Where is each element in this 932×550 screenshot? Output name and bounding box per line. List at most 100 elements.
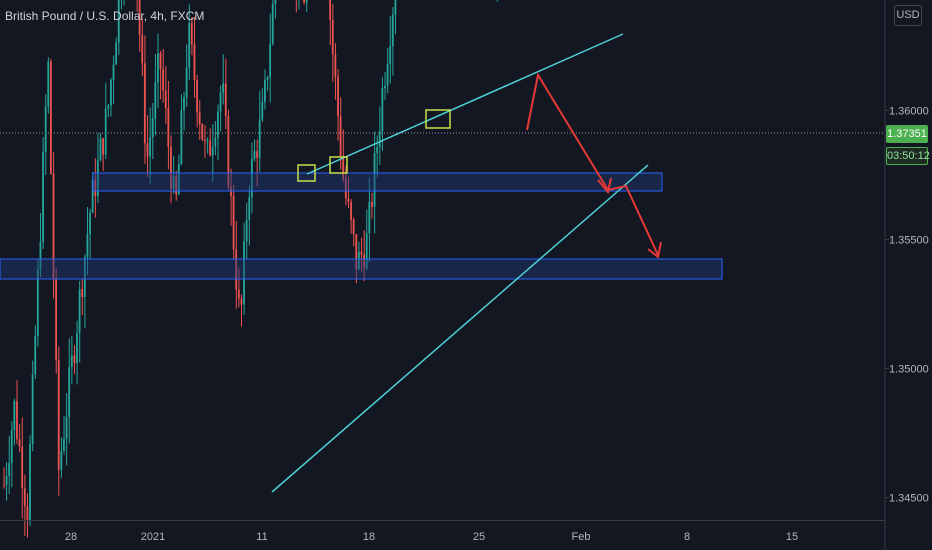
candle-body bbox=[384, 85, 386, 88]
price-tick-label: 1.35500 bbox=[889, 235, 929, 247]
candle-body bbox=[219, 92, 222, 112]
price-tick-label: 1.35000 bbox=[889, 364, 929, 376]
candle-body bbox=[112, 64, 115, 80]
candle-body bbox=[175, 176, 178, 195]
candle-body bbox=[258, 119, 261, 158]
candle-body bbox=[214, 137, 217, 147]
candle-body bbox=[34, 335, 37, 375]
candle-body bbox=[36, 269, 39, 336]
candle-body bbox=[57, 360, 60, 470]
candle-body bbox=[253, 151, 256, 159]
candle-body bbox=[334, 54, 337, 77]
candle-body bbox=[237, 289, 240, 299]
candle-body bbox=[52, 173, 55, 279]
candle-body bbox=[363, 254, 365, 268]
candle-body bbox=[8, 463, 11, 476]
candle-body bbox=[209, 140, 211, 156]
candle-body bbox=[386, 64, 389, 86]
candle-body bbox=[250, 158, 253, 198]
candle-body bbox=[42, 151, 44, 242]
candle-body bbox=[99, 138, 102, 161]
candle-body bbox=[26, 506, 29, 521]
candle-body bbox=[331, 19, 334, 55]
candle-body bbox=[256, 151, 258, 158]
candle-body bbox=[394, 0, 397, 15]
candle-body bbox=[232, 195, 235, 250]
candle-body bbox=[180, 110, 183, 165]
candle-body bbox=[29, 444, 31, 521]
candle-body bbox=[5, 475, 8, 485]
arrow-head-2 bbox=[647, 241, 662, 259]
candle-body bbox=[96, 160, 99, 196]
candle-body bbox=[243, 241, 245, 305]
candle-body bbox=[373, 152, 376, 207]
ascending-resistance-trendline bbox=[306, 33, 624, 175]
time-axis[interactable]: 28 2021 11 18 25 Feb 8 15 bbox=[0, 520, 885, 544]
symbol-title[interactable]: British Pound / U.S. Dollar, 4h, FXCM bbox=[5, 9, 205, 23]
candle-body bbox=[378, 131, 381, 148]
candle-body bbox=[360, 251, 363, 255]
candle-body bbox=[172, 176, 175, 189]
candle-body bbox=[201, 124, 204, 140]
candle-body bbox=[164, 90, 167, 109]
resistance-zone bbox=[92, 172, 663, 192]
swing-high-marker bbox=[329, 156, 348, 174]
candle-body bbox=[266, 77, 269, 80]
candle-body bbox=[240, 298, 243, 305]
candle-body bbox=[274, 0, 277, 4]
candle-body bbox=[10, 429, 13, 464]
candle-body bbox=[381, 87, 384, 132]
candle-body bbox=[271, 3, 274, 44]
time-tick-label: 25 bbox=[473, 531, 485, 543]
time-tick-label: 18 bbox=[363, 531, 375, 543]
currency-button[interactable]: USD bbox=[894, 5, 922, 26]
candle-body bbox=[206, 140, 209, 142]
candle-body bbox=[371, 202, 373, 207]
candle-body bbox=[185, 67, 188, 98]
candle-body bbox=[196, 80, 198, 113]
ascending-support-trendline bbox=[271, 164, 649, 493]
candle-body bbox=[350, 202, 352, 220]
candle-body bbox=[89, 212, 91, 235]
candle-body bbox=[63, 438, 65, 451]
candle-body bbox=[159, 53, 162, 70]
candle-body bbox=[60, 450, 63, 470]
candle-body bbox=[269, 43, 272, 78]
candle-body bbox=[31, 374, 34, 445]
candle-body bbox=[44, 106, 47, 152]
candle-body bbox=[368, 202, 371, 234]
candle-body bbox=[248, 197, 251, 220]
candle-body bbox=[86, 234, 89, 257]
candle-body bbox=[198, 112, 201, 125]
candle-body bbox=[143, 63, 146, 144]
candle-body bbox=[65, 416, 68, 439]
candle-body bbox=[21, 446, 24, 489]
candle-body bbox=[190, 22, 193, 45]
candle-body bbox=[18, 439, 21, 447]
candle-body bbox=[162, 69, 165, 91]
candle-body bbox=[55, 278, 58, 361]
candle-body bbox=[70, 355, 73, 368]
time-tick-label: 15 bbox=[786, 531, 798, 543]
candle-body bbox=[115, 42, 118, 65]
candle-body bbox=[102, 138, 104, 155]
candle-body bbox=[391, 14, 394, 47]
candle-body bbox=[352, 219, 355, 235]
price-tick-label: 1.34500 bbox=[889, 493, 929, 505]
candle-body bbox=[156, 53, 159, 83]
candle-body bbox=[154, 82, 157, 119]
candle-body bbox=[245, 219, 248, 242]
candle-body bbox=[110, 79, 112, 106]
price-axis[interactable]: 1.380001.375001.370001.365001.360001.355… bbox=[884, 0, 929, 550]
candle-body bbox=[227, 116, 230, 187]
projection-arrow-path bbox=[526, 72, 659, 256]
candle-body bbox=[183, 97, 185, 111]
candle-body bbox=[151, 118, 154, 138]
candle-body bbox=[91, 180, 94, 213]
candle-body bbox=[13, 401, 16, 430]
candle-body bbox=[39, 241, 42, 270]
time-tick-label: 28 bbox=[65, 531, 77, 543]
candle-body bbox=[76, 332, 78, 364]
